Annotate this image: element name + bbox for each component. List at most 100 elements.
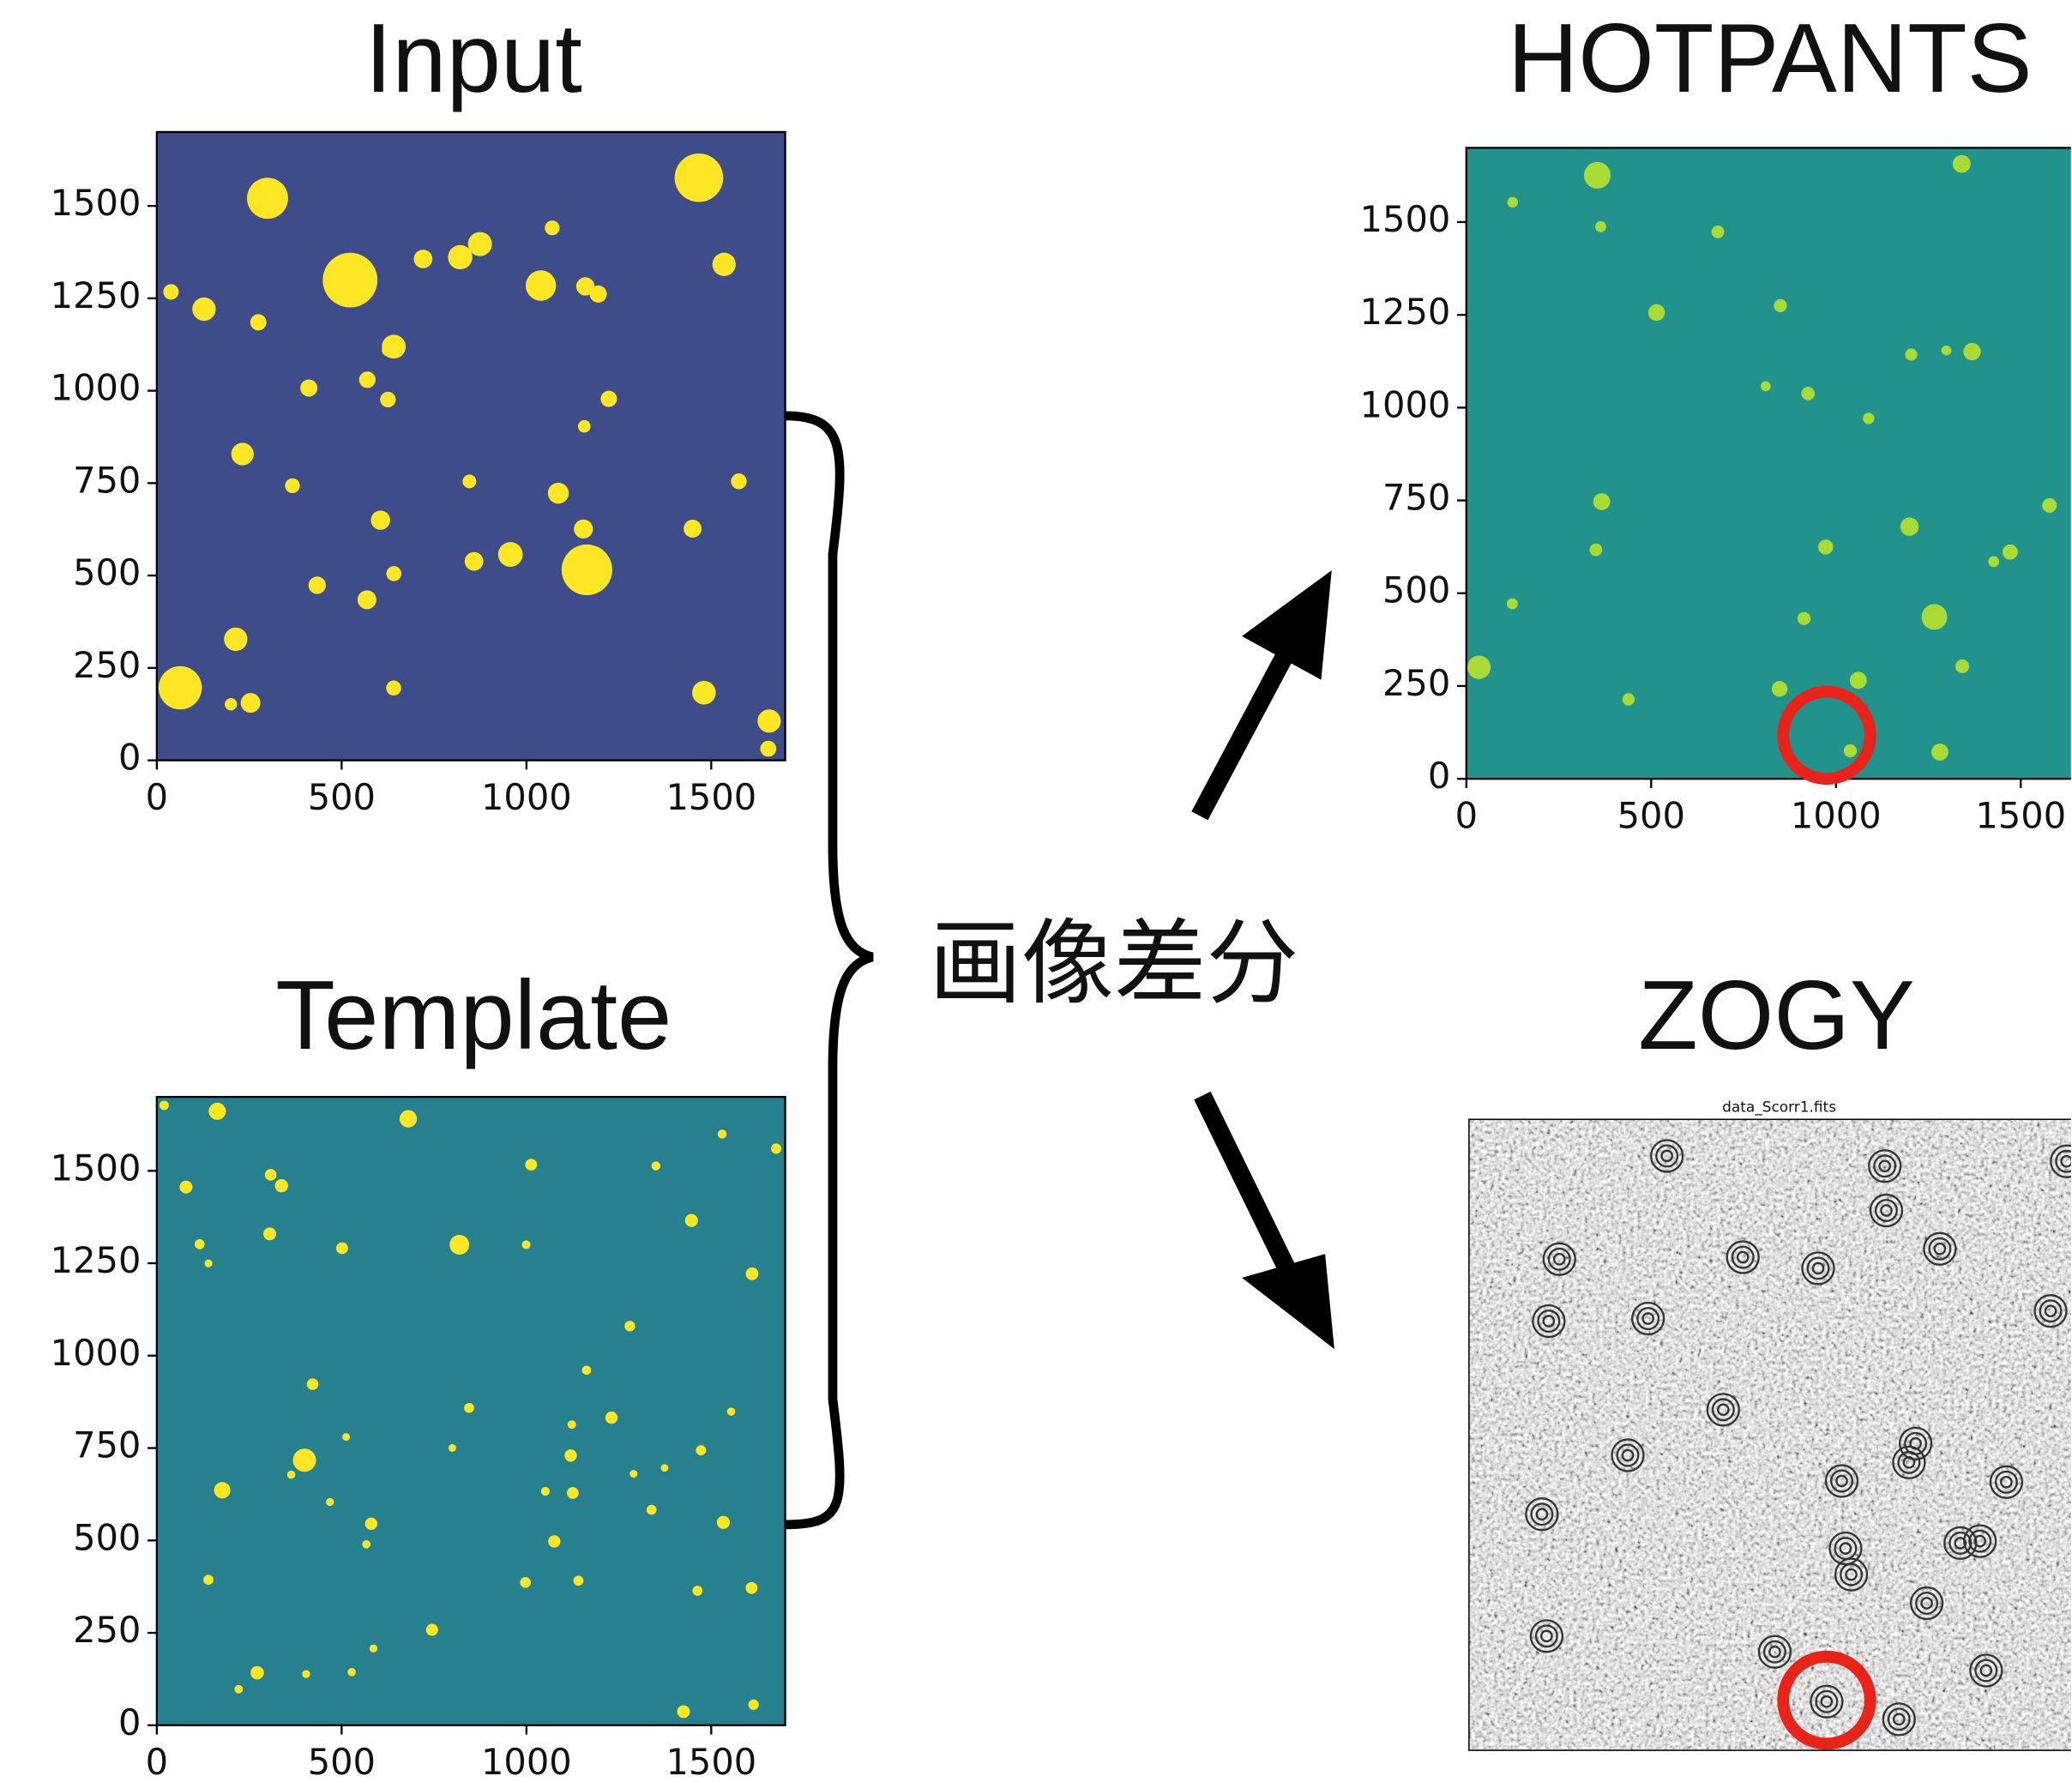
star xyxy=(362,1540,370,1549)
x-tick-label: 500 xyxy=(308,1741,376,1782)
y-tick-label: 500 xyxy=(73,551,141,593)
star xyxy=(468,232,492,256)
star xyxy=(465,552,484,571)
star xyxy=(1589,544,1602,557)
star xyxy=(1905,348,1917,360)
y-tick-label: 0 xyxy=(1428,755,1450,797)
star xyxy=(498,542,523,567)
star xyxy=(685,1214,698,1227)
star xyxy=(386,566,401,581)
star xyxy=(1508,197,1518,208)
star xyxy=(1648,304,1665,321)
panel: HOTPANTS05001000150002505007501000125015… xyxy=(1360,4,2072,836)
star xyxy=(208,1103,226,1120)
y-tick-label: 500 xyxy=(73,1516,141,1558)
x-tick-label: 500 xyxy=(308,776,376,818)
star xyxy=(250,314,267,330)
star xyxy=(692,1586,702,1596)
y-tick-label: 1000 xyxy=(1360,383,1451,425)
star xyxy=(652,1161,660,1170)
y-tick-label: 250 xyxy=(73,644,141,686)
y-tick-label: 1500 xyxy=(51,1147,142,1189)
star xyxy=(1953,155,1971,173)
star xyxy=(1863,412,1874,424)
star xyxy=(749,1700,759,1710)
star xyxy=(757,709,780,732)
star xyxy=(1844,744,1857,757)
star xyxy=(241,693,261,713)
star xyxy=(568,1420,576,1429)
star xyxy=(179,1181,192,1194)
star xyxy=(661,1464,669,1472)
star xyxy=(746,1267,759,1280)
star xyxy=(358,590,376,609)
star xyxy=(567,1487,579,1499)
x-tick-label: 1000 xyxy=(481,776,572,818)
star xyxy=(629,1470,637,1478)
star xyxy=(1761,382,1771,392)
star xyxy=(414,250,433,268)
star xyxy=(247,178,288,219)
star xyxy=(574,520,593,539)
star xyxy=(426,1624,438,1636)
x-tick-label: 1500 xyxy=(1975,794,2066,836)
star xyxy=(309,576,326,593)
star xyxy=(696,1445,706,1455)
star xyxy=(1850,671,1867,689)
star xyxy=(192,298,215,321)
star xyxy=(548,483,569,503)
star xyxy=(195,1239,205,1249)
star xyxy=(1623,693,1635,705)
star xyxy=(234,1685,243,1694)
star xyxy=(522,1240,531,1249)
star xyxy=(731,473,746,489)
star xyxy=(1922,605,1948,630)
star xyxy=(365,1518,377,1530)
y-tick-label: 750 xyxy=(1382,477,1450,519)
star xyxy=(2003,545,2018,560)
star xyxy=(1774,299,1786,312)
panel-title: ZOGY xyxy=(1638,961,1915,1070)
star xyxy=(545,220,559,235)
x-tick-label: 0 xyxy=(146,1741,168,1782)
star xyxy=(582,1365,592,1375)
y-tick-label: 1500 xyxy=(51,182,142,224)
star xyxy=(224,628,247,651)
star xyxy=(449,1444,456,1452)
star xyxy=(576,277,594,295)
x-tick-label: 1500 xyxy=(666,776,756,818)
star xyxy=(564,1449,576,1461)
star xyxy=(322,253,377,308)
star xyxy=(293,1448,316,1472)
star xyxy=(263,1227,276,1240)
star xyxy=(1584,162,1611,189)
star xyxy=(600,391,617,407)
star xyxy=(1900,517,1918,535)
panel: ZOGYdata_Scorr1.fits xyxy=(1469,961,2072,1750)
y-tick-label: 750 xyxy=(73,1424,141,1466)
star xyxy=(624,1321,635,1331)
star xyxy=(771,1143,781,1153)
y-tick-label: 250 xyxy=(73,1609,141,1651)
star xyxy=(205,1260,213,1267)
star xyxy=(203,1574,214,1585)
star xyxy=(160,1101,169,1111)
star xyxy=(380,392,395,407)
star xyxy=(400,1110,417,1127)
star xyxy=(464,1403,474,1413)
arrow-up-shaft xyxy=(1200,649,1288,816)
star xyxy=(678,1705,690,1718)
star xyxy=(302,1670,310,1677)
figure: 画像差分 Input050010001500025050075010001250… xyxy=(0,0,2072,1782)
y-tick-label: 250 xyxy=(1382,662,1450,704)
y-tick-label: 1000 xyxy=(51,1332,142,1374)
image xyxy=(157,132,786,761)
star xyxy=(163,284,178,299)
y-tick-label: 1000 xyxy=(51,367,142,409)
star xyxy=(675,154,724,202)
star xyxy=(232,442,254,465)
star xyxy=(692,681,716,705)
star xyxy=(605,1412,617,1424)
star xyxy=(449,1235,469,1255)
